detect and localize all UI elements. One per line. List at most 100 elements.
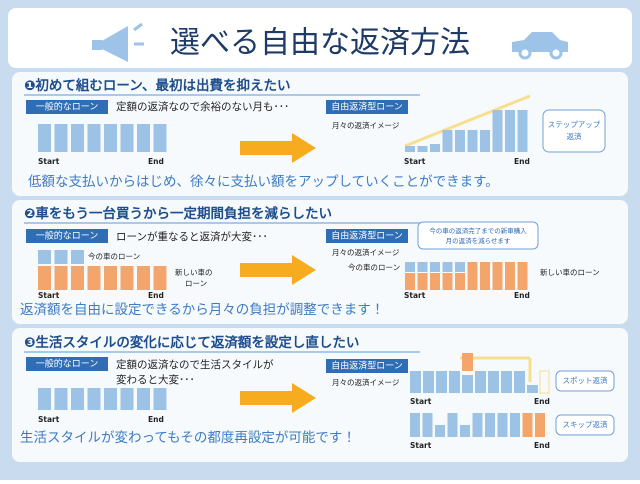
bar [430,273,440,290]
section-heading: ❸生活スタイルの変化に応じて返済額を設定し直したい [24,334,359,351]
bar [153,388,167,410]
label: 新しい車の [175,267,213,277]
bar [87,124,101,152]
axis-end: End [514,291,530,300]
bar [430,144,440,152]
tag-box [26,100,108,114]
tag: 一般的なローン [36,101,99,113]
caption: 月々の返済イメージ [332,120,400,130]
bar [38,124,51,152]
tag: 一般的なローン [36,358,99,370]
bar [405,262,415,272]
trend-line [404,94,531,148]
bar [38,266,51,290]
bar [54,388,68,410]
bar [467,130,478,152]
bar [480,130,490,152]
label: 新しい車のローン [540,267,600,277]
bar [505,262,515,290]
tag-box [326,229,408,243]
bar [517,110,528,152]
bar [422,413,433,437]
bar [87,388,101,410]
button-label: スポット返済 [563,375,608,385]
bar [488,371,499,393]
bar [492,110,503,152]
axis-end: End [148,415,164,424]
tag-box [26,357,108,371]
bar [517,262,528,290]
description: 変わると大変･･･ [116,373,195,386]
axis-start: Start [38,157,60,166]
summary: 返済額を自由に設定できるから月々の負担が調整できます！ [20,302,384,318]
bar [71,388,84,410]
bar [462,353,473,371]
axis-start: Start [404,157,426,166]
bar [417,273,428,290]
bar [510,413,520,437]
bar [417,146,428,152]
bar [442,130,453,152]
bar [120,266,134,290]
bar [492,262,503,290]
axis-start: Start [38,291,60,300]
bar [430,262,440,272]
note: 今の車の返済完了までの新車購入 [429,226,527,235]
arrow [240,133,316,163]
bar [54,250,68,264]
bar [455,130,465,152]
bar [71,124,84,152]
tag-box [326,100,408,114]
megaphone-icon [92,22,144,62]
section-heading: ❷車をもう一台買うから一定期間負担を減らしたい [24,205,332,222]
bar [137,388,150,410]
axis-end: End [148,291,164,300]
bar [501,371,512,393]
bar [104,388,117,410]
description: 定額の返済なので生活スタイルが [116,358,274,371]
illustration [38,110,550,437]
axis-start: Start [38,415,60,424]
bar [460,425,470,437]
bar [137,266,150,290]
arrow [240,383,316,413]
button-label: 返済 [567,131,582,141]
bar [54,124,68,152]
title: 選べる自由な返済方法 [170,26,470,61]
bar [467,262,478,290]
panel [12,72,628,196]
bar [449,371,460,393]
label: 今の車のローン [88,251,140,261]
bar [54,266,68,290]
bar [462,375,473,393]
bar [87,266,101,290]
bar [522,413,533,437]
bar [38,250,51,264]
bar [410,413,420,437]
note-box [417,221,539,250]
summary: 生活スタイルが変わってもその都度再設定が可能です！ [20,430,356,446]
description: ローンが重なると返済が大変･･･ [116,230,268,243]
tag: 自由返済型ローン [331,230,403,242]
tag-box [26,229,108,243]
bar [417,262,428,272]
tag: 自由返済型ローン [331,360,403,372]
title-banner [8,8,632,68]
bar [505,110,515,152]
bar [405,146,415,152]
bar [423,371,434,393]
axis-start: Start [404,291,426,300]
bar [455,273,465,290]
bar [410,371,421,393]
note: 月の返済を減らせます [446,236,511,245]
bar [153,266,167,290]
bar [535,413,545,437]
caption: 月々の返済イメージ [332,247,400,257]
arrow [240,255,316,285]
bar [442,273,453,290]
bar [475,371,486,393]
axis-start: Start [410,397,432,406]
